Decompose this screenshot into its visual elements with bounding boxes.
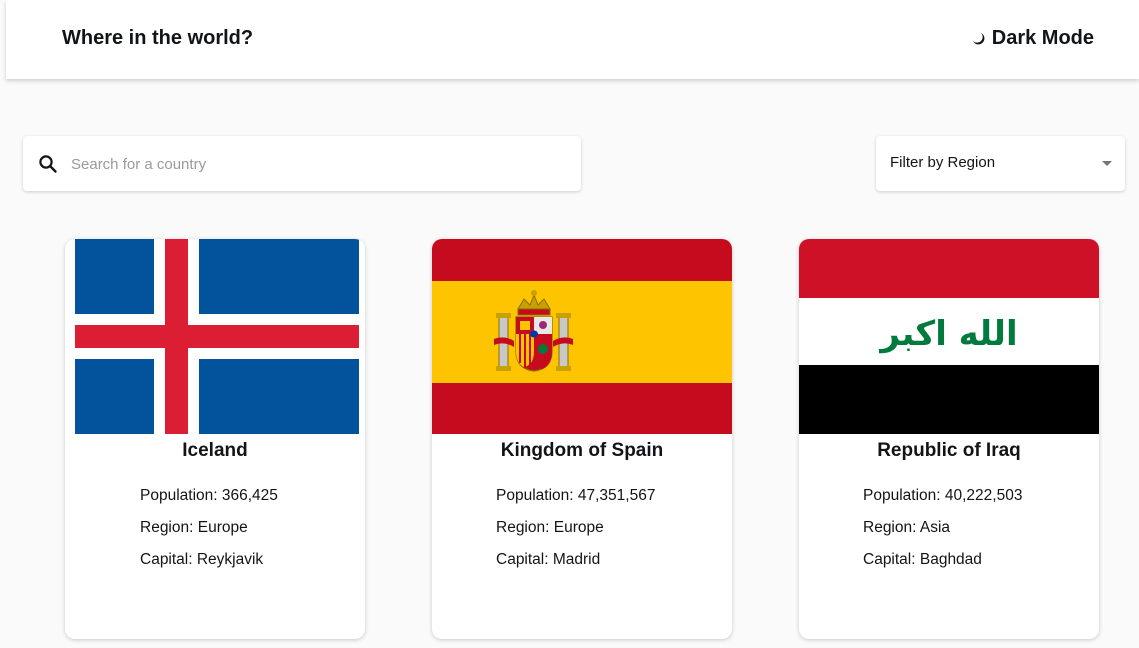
country-info: Population: 47,351,567 Region: Europe Ca… bbox=[496, 487, 655, 583]
app-title: Where in the world? bbox=[62, 27, 254, 49]
app-header: Where in the world? Dark Mode bbox=[6, 0, 1139, 79]
moon-icon bbox=[972, 32, 985, 44]
population-text: Population: 366,425 bbox=[140, 487, 278, 504]
region-text: Region: Asia bbox=[863, 519, 951, 536]
chevron-down-icon bbox=[1102, 161, 1112, 166]
search-box[interactable] bbox=[23, 136, 581, 191]
country-card-iceland[interactable]: Iceland Population: 366,425 Region: Euro… bbox=[65, 239, 365, 639]
dark-mode-toggle[interactable]: Dark Mode bbox=[972, 27, 1094, 50]
capital-text: Capital: Madrid bbox=[496, 551, 601, 568]
country-info: Population: 40,222,503 Region: Asia Capi… bbox=[863, 487, 1022, 583]
country-name: Republic of Iraq bbox=[877, 440, 1021, 461]
iraq-flag: الله اكبر bbox=[799, 239, 1099, 434]
region-filter-label: Filter by Region bbox=[890, 154, 996, 171]
capital-text: Capital: Reykjavik bbox=[140, 551, 264, 568]
iceland-flag bbox=[75, 239, 359, 434]
spain-flag bbox=[432, 239, 732, 434]
country-name: Iceland bbox=[182, 440, 248, 461]
flag-text: الله اكبر bbox=[878, 314, 1017, 354]
population-text: Population: 47,351,567 bbox=[496, 487, 656, 504]
search-icon bbox=[39, 155, 57, 173]
region-filter-dropdown[interactable]: Filter by Region bbox=[876, 136, 1125, 191]
country-card-iraq[interactable]: الله اكبر Republic of Iraq Population: 4… bbox=[799, 239, 1099, 639]
region-text: Region: Europe bbox=[496, 519, 604, 536]
region-text: Region: Europe bbox=[140, 519, 248, 536]
country-card-spain[interactable]: Kingdom of Spain Population: 47,351,567 … bbox=[432, 239, 732, 639]
country-info: Population: 366,425 Region: Europe Capit… bbox=[140, 487, 278, 583]
search-input[interactable] bbox=[71, 150, 561, 178]
capital-text: Capital: Baghdad bbox=[863, 551, 982, 568]
dark-mode-label: Dark Mode bbox=[991, 27, 1094, 49]
population-text: Population: 40,222,503 bbox=[863, 487, 1023, 504]
country-name: Kingdom of Spain bbox=[500, 440, 664, 461]
coat-of-arms-icon bbox=[494, 290, 573, 372]
